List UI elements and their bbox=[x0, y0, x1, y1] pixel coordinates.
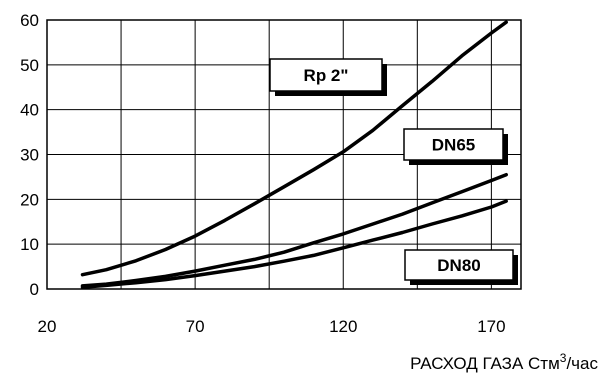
x-tick-label: 70 bbox=[186, 317, 205, 336]
x-tick-label: 170 bbox=[477, 317, 505, 336]
y-tick-label: 0 bbox=[30, 280, 39, 299]
tick-labels: 0 10 20 30 40 50 60 20 70 120 170 bbox=[20, 11, 505, 336]
tag-label: DN65 bbox=[432, 136, 475, 155]
series-line-2 bbox=[80, 172, 508, 288]
x-tick-label: 120 bbox=[329, 317, 357, 336]
y-tick-label: 60 bbox=[20, 11, 39, 30]
tag-box bbox=[404, 249, 514, 281]
y-tick-label: 30 bbox=[20, 146, 39, 165]
x-axis-label-main: РАСХОД ГАЗА Стм bbox=[410, 354, 560, 373]
y-tick-label: 40 bbox=[20, 101, 39, 120]
x-axis-label-superscript: 3 bbox=[560, 351, 567, 365]
series-curves bbox=[80, 20, 508, 289]
tag-box bbox=[403, 128, 504, 161]
plot-border bbox=[46, 19, 522, 290]
series-line-3 bbox=[80, 199, 508, 289]
plot-frame bbox=[46, 19, 522, 290]
y-tick-label: 20 bbox=[20, 190, 39, 209]
y-tick-label: 10 bbox=[20, 235, 39, 254]
series-line-1 bbox=[80, 20, 508, 277]
series-tag-1: Rp 2" bbox=[269, 58, 387, 96]
y-tick-label: 50 bbox=[20, 56, 39, 75]
x-tick-label: 20 bbox=[38, 317, 57, 336]
series-tag-3: DN80 bbox=[404, 249, 518, 285]
x-axis-label: РАСХОД ГАЗА Стм3/час bbox=[410, 351, 598, 373]
tag-label: Rp 2" bbox=[304, 66, 349, 85]
tag-box bbox=[269, 58, 383, 92]
series-tags: Rp 2" DN65 DN80 bbox=[269, 58, 518, 285]
x-axis-label-tail: /час bbox=[566, 354, 598, 373]
tag-label: DN80 bbox=[437, 256, 480, 275]
series-tag-2: DN65 bbox=[403, 128, 508, 165]
